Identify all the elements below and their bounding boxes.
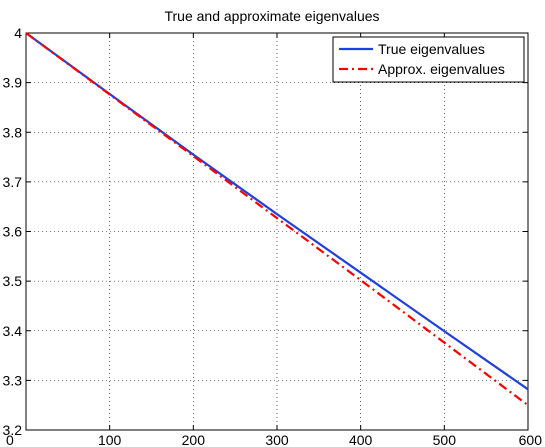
x-tick-label: 300	[265, 432, 289, 447]
x-tick-label: 100	[98, 432, 122, 447]
plot-area-frame	[25, 32, 529, 431]
axis-ticks: 0 100 200 300 400 500 600 3.2 3.3 3.4 3.5 3.6 3.7 3.8…	[3, 25, 543, 447]
y-tick-label: 3.4	[3, 323, 23, 339]
x-tick-label: 400	[349, 432, 373, 447]
legend-label: Approx. eigenvalues	[378, 61, 505, 77]
x-tick-label: 500	[433, 432, 457, 447]
chart-title: True and approximate eigenvalues	[164, 8, 379, 24]
y-tick-label: 3.5	[3, 273, 23, 289]
y-tick-label: 3.9	[3, 75, 23, 91]
series-line-1	[25, 32, 529, 407]
legend-label: True eigenvalues	[378, 41, 485, 57]
x-tick-label: 0	[6, 432, 14, 447]
legend: True eigenvalues Approx. eigenvalues	[332, 36, 525, 83]
grid	[26, 33, 528, 430]
y-tick-label: 3.2	[3, 422, 23, 438]
series-lines	[25, 32, 529, 407]
y-tick-label: 3.3	[3, 372, 23, 388]
y-tick-label: 4	[14, 25, 22, 41]
series-line-0	[25, 32, 529, 391]
x-tick-label: 200	[182, 432, 206, 447]
y-tick-label: 3.6	[3, 224, 23, 240]
legend-box	[332, 36, 525, 83]
y-tick-label: 3.8	[3, 124, 23, 140]
y-tick-label: 3.7	[3, 174, 23, 190]
x-tick-label: 600	[519, 432, 543, 447]
